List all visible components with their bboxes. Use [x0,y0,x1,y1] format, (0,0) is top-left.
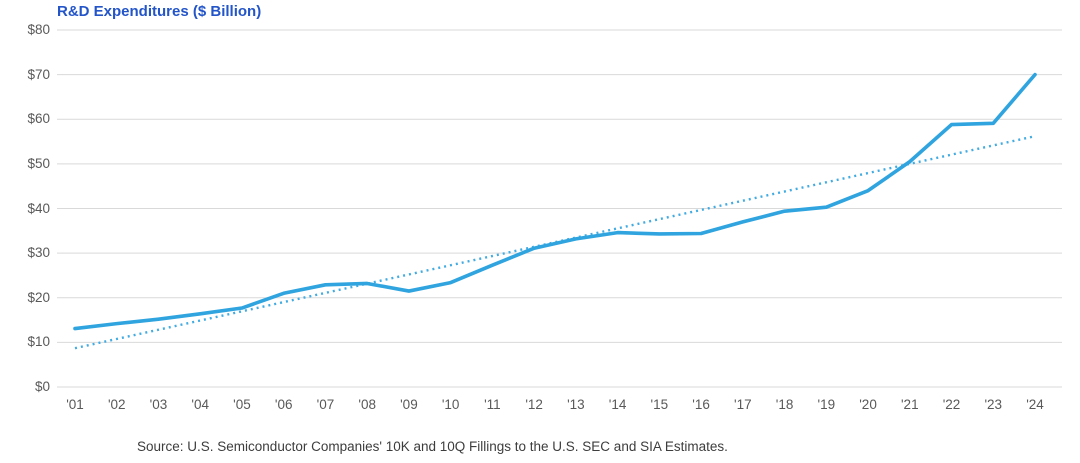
y-tick-label: $20 [27,289,50,305]
x-tick-label: '24 [1026,397,1044,412]
source-note: Source: U.S. Semiconductor Companies' 10… [137,439,728,454]
y-tick-label: $30 [27,245,50,261]
x-tick-label: '10 [441,397,460,412]
x-tick-label: '09 [400,397,418,412]
x-tick-label: '08 [358,397,376,412]
x-tick-label: '20 [859,397,877,412]
x-tick-label: '14 [608,397,627,412]
x-tick-label: '06 [274,397,293,412]
y-tick-label: $50 [27,155,50,171]
x-tick-label: '16 [692,397,710,412]
x-tick-label: '01 [66,397,84,412]
x-tick-label: '12 [525,397,543,412]
y-tick-label: $80 [27,22,50,37]
y-tick-label: $60 [27,111,50,127]
data-line [73,72,1037,331]
x-tick-label: '18 [775,397,794,412]
y-tick-label: $0 [34,379,50,394]
x-tick-label: '07 [316,397,335,412]
trend-line [74,135,1036,350]
chart-title: R&D Expenditures ($ Billion) [57,3,262,20]
x-tick-label: '04 [191,397,209,412]
x-tick-label: '02 [107,397,126,412]
x-tick-label: '17 [734,397,752,412]
x-tick-label: '15 [650,397,669,412]
x-tick-label: '21 [900,397,919,412]
x-tick-label: '11 [484,397,501,412]
x-tick-label: '19 [817,397,836,412]
y-tick-label: $10 [27,334,50,350]
x-tick-label: '05 [233,397,251,412]
y-tick-label: $40 [27,200,50,216]
x-tick-label: '22 [942,397,961,412]
x-tick-label: '23 [984,397,1003,412]
y-tick-label: $70 [27,66,50,82]
x-tick-label: '03 [149,397,168,412]
x-tick-label: '13 [567,397,585,412]
